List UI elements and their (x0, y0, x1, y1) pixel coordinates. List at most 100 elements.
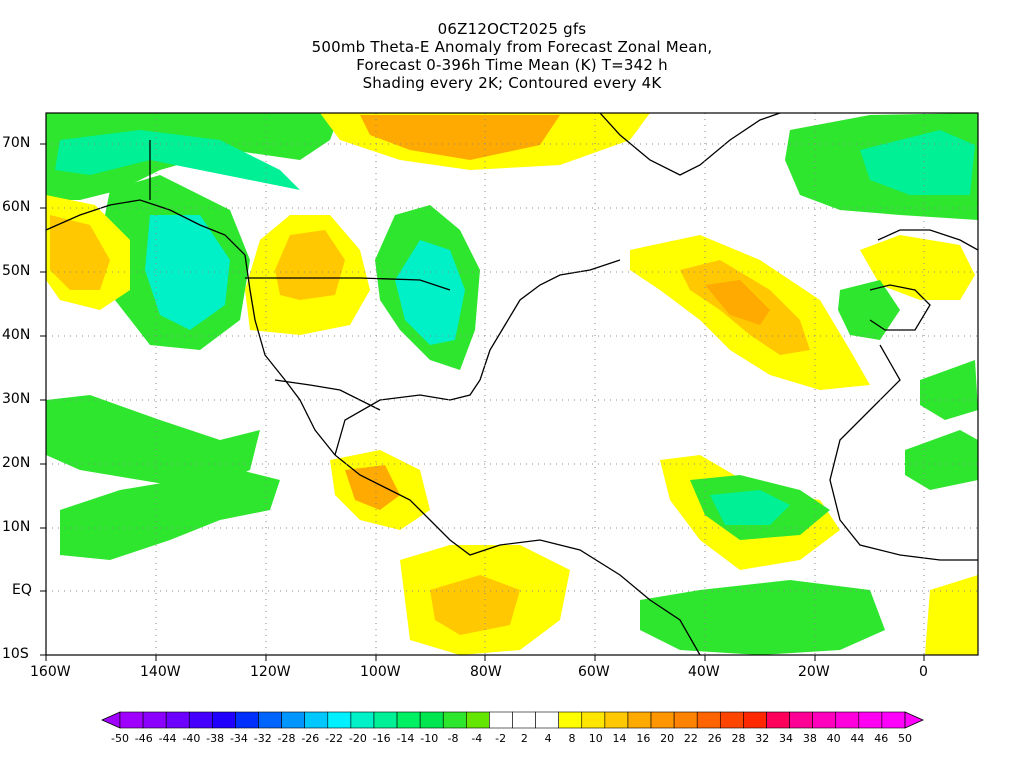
colorbar-label: 8 (568, 732, 575, 745)
lon-label-80w: 80W (470, 664, 502, 680)
lat-label-10n: 10N (2, 519, 31, 535)
coast-africa (829, 344, 978, 561)
lat-label-50n: 50N (2, 263, 31, 279)
title-line-1: 06Z12OCT2025 gfs (437, 20, 587, 38)
shade-green-africa-2 (905, 430, 978, 490)
shade-teal-alaska (55, 130, 300, 190)
colorbar-label: 40 (827, 732, 841, 745)
colorbar-swatch (673, 711, 698, 729)
colorbar-swatch (766, 711, 790, 729)
coast-us-west (244, 254, 336, 456)
lat-label-30n: 30N (2, 391, 31, 407)
colorbar-swatch (789, 711, 813, 729)
shade-orange-west-us (275, 230, 345, 300)
lon-label-140w: 140W (140, 664, 181, 680)
map-frame (45, 112, 979, 656)
colorbar-swatch (489, 711, 513, 729)
title-line-2: 500mb Theta-E Anomaly from Forecast Zona… (311, 38, 713, 56)
colorbar-label: 32 (755, 732, 769, 745)
shade-orange-arctic (360, 115, 560, 160)
colorbar-label: -2 (495, 732, 506, 745)
colorbar: -50 -46 -44 -40 -38 -34 -32 -28 -26 -22 -20 -16 -14-… (101, 711, 924, 745)
colorbar-label: 22 (684, 732, 698, 745)
colorbar-swatch (327, 711, 352, 729)
colorbar-label: 50 (898, 732, 912, 745)
colorbar-swatch (281, 711, 306, 729)
colorbar-swatch (604, 711, 629, 729)
shade-orange-nw (50, 215, 110, 290)
shade-orange2-atlantic (705, 280, 770, 325)
lat-label-20n: 20N (2, 455, 31, 471)
colorbar-label: -14 (396, 732, 414, 745)
colorbar-swatch (858, 711, 883, 729)
anomaly-shading (46, 113, 978, 655)
colorbar-swatch (558, 711, 583, 729)
colorbar-label: 26 (708, 732, 722, 745)
shade-yellow-gulf-guinea (925, 575, 978, 655)
colorbar-label: -50 (111, 732, 129, 745)
shade-green-south-atlantic (640, 580, 885, 655)
colorbar-label: -40 (182, 732, 200, 745)
coast-gulf (334, 379, 481, 456)
colorbar-swatch (743, 711, 767, 729)
colorbar-label: 44 (850, 732, 864, 745)
coast-iberia (869, 284, 931, 331)
lat-label-10s: 10S (2, 646, 29, 662)
lon-label-20w: 20W (798, 664, 830, 680)
colorbar-swatch (396, 711, 421, 729)
colorbar-swatch (119, 711, 144, 729)
colorbar-label: -38 (206, 732, 224, 745)
coast-alaska (46, 199, 246, 256)
colorbar-label: -28 (278, 732, 296, 745)
colorbar-label: -34 (230, 732, 248, 745)
shade-teal-ne-atlantic (860, 130, 975, 195)
lon-label-120w: 120W (250, 664, 291, 680)
colorbar-swatch (881, 711, 906, 729)
colorbar-label: -22 (325, 732, 343, 745)
colorbar-label: -44 (159, 732, 177, 745)
colorbar-label: 20 (660, 732, 674, 745)
shade-teal-trop-atlantic (710, 490, 790, 525)
colorbar-swatch (373, 711, 398, 729)
coastlines (46, 113, 978, 655)
graticule (46, 113, 978, 655)
colorbar-swatch (696, 711, 721, 729)
colorbar-swatch (627, 711, 652, 729)
colorbar-label: -16 (373, 732, 391, 745)
border-us-canada (245, 277, 451, 291)
colorbar-swatch (650, 711, 675, 729)
colorbar-swatch (188, 711, 213, 729)
colorbar-label: -46 (135, 732, 153, 745)
lon-label-0: 0 (919, 664, 928, 680)
colorbar-swatch (835, 711, 860, 729)
colorbar-label: -32 (254, 732, 272, 745)
colorbar-arrow-left (101, 711, 121, 729)
colorbar-label: -4 (471, 732, 482, 745)
lat-label-60n: 60N (2, 199, 31, 215)
lon-label-60w: 60W (578, 664, 610, 680)
colorbar-label: 10 (589, 732, 603, 745)
colorbar-arrow-right (904, 711, 924, 729)
colorbar-swatch (165, 711, 190, 729)
shade-yellow-europe (860, 235, 975, 300)
shade-green-africa (920, 360, 978, 420)
coast-central-america (334, 454, 501, 556)
colorbar-label: 38 (803, 732, 817, 745)
colorbar-swatch (466, 711, 490, 729)
colorbar-swatch (812, 711, 837, 729)
title-block: 06Z12OCT2025 gfs 500mb Theta-E Anomaly f… (0, 20, 1024, 92)
colorbar-swatch (350, 711, 375, 729)
shade-cyan-greatlakes (395, 240, 465, 345)
title-line-4: Shading every 2K; Contoured every 4K (362, 74, 662, 92)
colorbar-label: 28 (731, 732, 745, 745)
shade-green-itcz-pacific (60, 470, 280, 560)
lon-label-100w: 100W (360, 664, 401, 680)
colorbar-label: 2 (521, 732, 528, 745)
colorbar-swatch (142, 711, 167, 729)
colorbar-label: -10 (420, 732, 438, 745)
colorbar-label: -26 (301, 732, 319, 745)
colorbar-label: 16 (636, 732, 650, 745)
shade-green-subtrop-pacific (46, 395, 260, 490)
colorbar-label: -20 (349, 732, 367, 745)
